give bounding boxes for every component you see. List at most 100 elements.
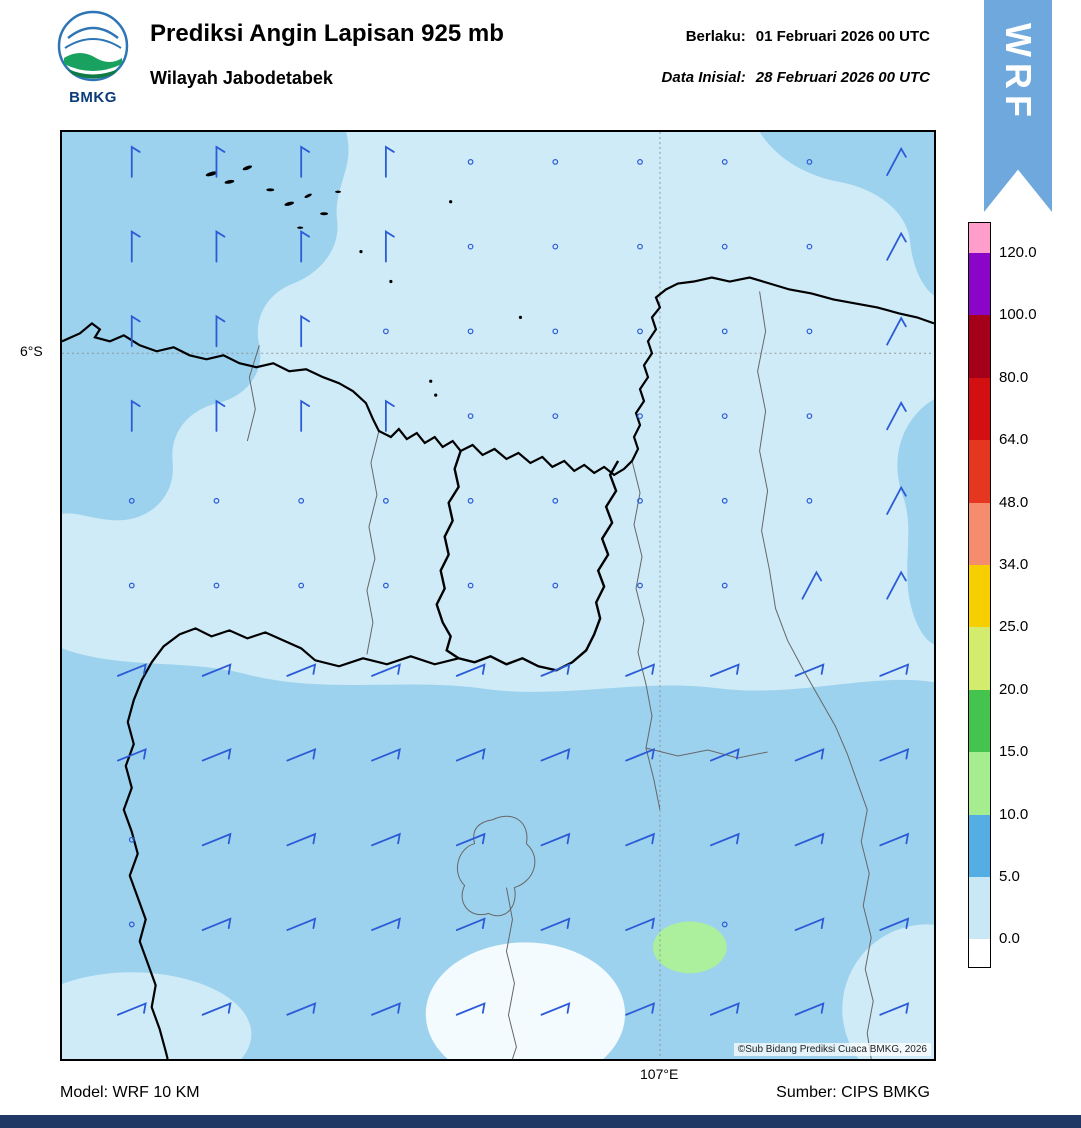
wind-barb [879,747,910,762]
wind-barb [455,747,486,762]
wind-barb [300,230,311,263]
calm-wind-marker [467,328,474,335]
wind-barb [625,832,656,847]
colorbar-labels: 120.0 100.0 80.0 64.0 48.0 34.0 25.0 20.0 15.0 10… [999,222,1059,968]
island [320,212,329,216]
calm-wind-marker [213,582,220,589]
island [389,279,393,284]
valid-value: 01 Februari 2026 00 UTC [755,28,930,45]
wind-barb [794,1002,825,1016]
island [205,171,218,177]
wind-barb [130,399,141,432]
calm-wind-marker [637,159,643,165]
coastline [62,276,934,1059]
calm-wind-marker [467,582,474,589]
wind-barb [879,832,910,847]
colorbar-label: 25.0 [999,618,1029,636]
colorbar-segment [969,814,990,877]
island [518,315,523,319]
wind-barb [540,747,571,762]
island [359,250,363,254]
colorbar-segment [969,253,990,316]
wind-barb [384,399,395,432]
valid-time-line: Berlaku: 01 Februari 2026 00 UTC [662,28,930,45]
wind-speed-shading [62,132,934,1059]
calm-wind-marker [721,328,728,335]
colorbar-label: 34.0 [999,556,1029,573]
islands [205,165,523,397]
wind-barb [371,663,401,677]
colorbar-label: 120.0 [999,244,1037,261]
calm-wind-marker [806,243,813,250]
wind-barb [201,663,232,677]
wind-barb [886,231,907,261]
calm-wind-marker [637,497,643,504]
wind-barb [371,832,401,847]
wind-barb [886,570,907,600]
admin-line [631,460,661,810]
island [335,190,342,194]
bmkg-logo-label: BMKG [69,89,117,106]
colorbar-label: 100.0 [999,306,1037,324]
wind-barb [215,399,226,432]
map-copyright: ©Sub Bidang Prediksi Cuaca BMKG, 2026 [733,1043,931,1056]
calm-wind-marker [806,159,813,165]
bottom-bar [0,1115,1081,1128]
wind-barb [709,663,740,677]
island [224,179,235,184]
wind-barb [117,747,147,762]
colorbar-label: 10.0 [999,805,1029,823]
colorbar-label: 15.0 [999,743,1029,761]
wind-barb [117,663,147,677]
wind-barb [540,917,571,931]
wind-barb [201,917,232,931]
init-label: Data Inisial: [661,69,746,86]
wind-barb [709,1002,740,1016]
shade-bottom-right-low [842,924,934,1059]
wind-barb [801,570,823,600]
wind-barb [215,314,226,348]
wind-barb [117,1002,147,1016]
wind-barb [286,832,317,847]
wind-barb [625,917,656,931]
wind-barb [286,1002,317,1016]
wind-barb [300,145,311,178]
island [434,393,438,397]
colorbar-label: 80.0 [999,368,1029,386]
wind-barb [215,230,226,263]
map-area: ©Sub Bidang Prediksi Cuaca BMKG, 2026 [60,130,936,1061]
colorbar-label: 0.0 [999,930,1020,948]
colorbar-segment [969,223,990,253]
colorbar-label: 5.0 [999,868,1020,885]
wind-barb [455,1002,486,1016]
calm-wind-marker [128,921,135,928]
colorbar-segment [969,377,990,441]
wind-barb [286,917,317,931]
shade-bottom-center-calm [425,942,626,1059]
wind-barb [371,917,401,931]
calm-wind-marker [467,159,474,165]
colorbar-segment [969,440,990,503]
wind-barb [286,663,317,677]
calm-wind-marker [467,413,474,419]
wind-barb [201,832,232,847]
shade-top-right [759,132,934,296]
wind-barb [215,145,226,178]
island [266,188,275,192]
calm-wind-marker [298,497,305,504]
wind-barb [879,663,910,677]
wind-barb [625,663,656,677]
wind-barbs-layer [117,145,910,1016]
calm-wind-marker [467,243,474,250]
graticule [62,132,934,1059]
admin-boundaries [246,291,874,1059]
island [242,165,253,171]
calm-wind-marker [637,582,643,589]
wind-barb [540,832,571,847]
wind-barb [794,663,825,677]
wind-barb [384,145,395,178]
shade-green-spot [652,921,727,974]
footer-model: Model: WRF 10 KM [60,1084,200,1101]
page-subtitle: Wilayah Jabodetabek [150,68,333,88]
